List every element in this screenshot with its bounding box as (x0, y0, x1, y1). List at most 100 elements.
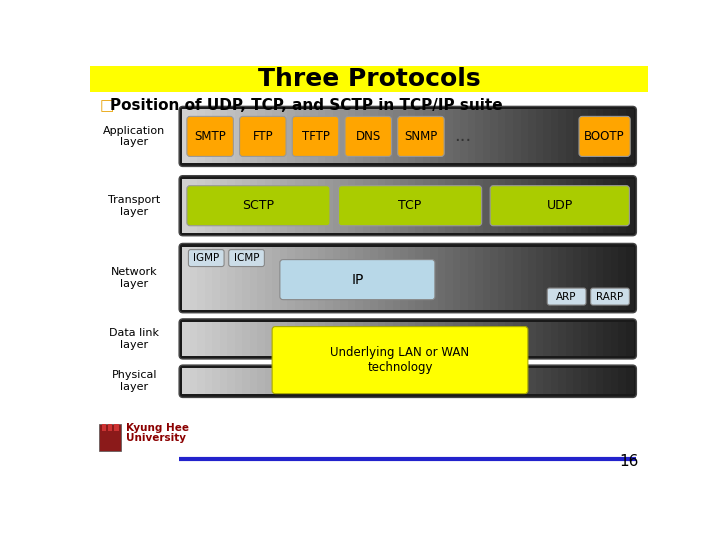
Bar (182, 368, 191, 394)
Bar (302, 322, 311, 356)
Bar (190, 368, 198, 394)
Bar (536, 110, 544, 164)
Bar (250, 322, 258, 356)
Bar (295, 110, 303, 164)
Bar (400, 368, 408, 394)
Bar (190, 110, 198, 164)
Bar (580, 110, 589, 164)
Bar (220, 179, 228, 233)
Bar (498, 179, 506, 233)
Bar (446, 179, 454, 233)
Bar (318, 110, 326, 164)
Bar (431, 110, 438, 164)
Bar (483, 110, 491, 164)
Bar (611, 179, 619, 233)
Bar (212, 179, 220, 233)
Bar (423, 322, 431, 356)
Bar (250, 110, 258, 164)
Bar (475, 179, 484, 233)
Bar (468, 368, 476, 394)
Bar (521, 368, 528, 394)
Bar (355, 368, 364, 394)
Bar (618, 368, 626, 394)
Bar (521, 247, 528, 309)
Bar (408, 368, 416, 394)
Bar (114, 423, 119, 431)
Bar (302, 247, 311, 309)
Bar (258, 322, 266, 356)
Text: □: □ (99, 98, 114, 113)
Bar (318, 368, 326, 394)
Bar (573, 368, 582, 394)
Bar (490, 247, 499, 309)
Bar (378, 322, 386, 356)
Bar (603, 322, 611, 356)
Bar (102, 423, 107, 431)
Bar (595, 368, 604, 394)
Text: University: University (127, 433, 186, 443)
Bar (220, 247, 228, 309)
Bar (566, 322, 574, 356)
Bar (182, 322, 191, 356)
Bar (415, 247, 423, 309)
Bar (423, 110, 431, 164)
Bar (453, 247, 461, 309)
Bar (475, 247, 484, 309)
Bar (611, 322, 619, 356)
Bar (220, 110, 228, 164)
Bar (370, 368, 379, 394)
Bar (498, 247, 506, 309)
Bar (513, 179, 521, 233)
Text: IP: IP (351, 273, 364, 287)
Bar (566, 247, 574, 309)
FancyBboxPatch shape (189, 249, 224, 267)
Bar (340, 322, 348, 356)
Bar (483, 247, 491, 309)
Bar (243, 368, 251, 394)
Bar (431, 179, 438, 233)
Bar (460, 247, 469, 309)
Bar (468, 110, 476, 164)
Bar (370, 322, 379, 356)
Text: ICMP: ICMP (234, 253, 259, 263)
Bar (468, 179, 476, 233)
Bar (423, 368, 431, 394)
Bar (355, 322, 364, 356)
Bar (521, 179, 528, 233)
Bar (468, 322, 476, 356)
Bar (228, 110, 235, 164)
Bar (580, 247, 589, 309)
Bar (302, 179, 311, 233)
Bar (325, 179, 333, 233)
Bar (498, 368, 506, 394)
Text: Physical
layer: Physical layer (112, 370, 157, 392)
Bar (295, 179, 303, 233)
Text: FTP: FTP (253, 130, 273, 143)
Bar (626, 322, 634, 356)
Bar (392, 368, 401, 394)
Bar (355, 110, 364, 164)
FancyBboxPatch shape (179, 106, 636, 166)
Bar (265, 179, 273, 233)
Bar (333, 322, 341, 356)
Text: Position of UDP, TCP, and SCTP in TCP/IP suite: Position of UDP, TCP, and SCTP in TCP/IP… (110, 98, 503, 113)
FancyBboxPatch shape (345, 117, 392, 157)
Bar (543, 322, 552, 356)
FancyBboxPatch shape (547, 288, 586, 305)
Bar (513, 322, 521, 356)
Bar (355, 247, 364, 309)
Bar (626, 110, 634, 164)
Bar (580, 322, 589, 356)
Bar (603, 247, 611, 309)
Bar (302, 110, 311, 164)
Bar (536, 247, 544, 309)
Bar (333, 368, 341, 394)
Text: Three Protocols: Three Protocols (258, 67, 480, 91)
Bar (566, 179, 574, 233)
Bar (212, 368, 220, 394)
Text: Application
layer: Application layer (103, 126, 166, 147)
Bar (505, 110, 514, 164)
Bar (626, 368, 634, 394)
Text: DNS: DNS (356, 130, 381, 143)
Bar (363, 110, 371, 164)
